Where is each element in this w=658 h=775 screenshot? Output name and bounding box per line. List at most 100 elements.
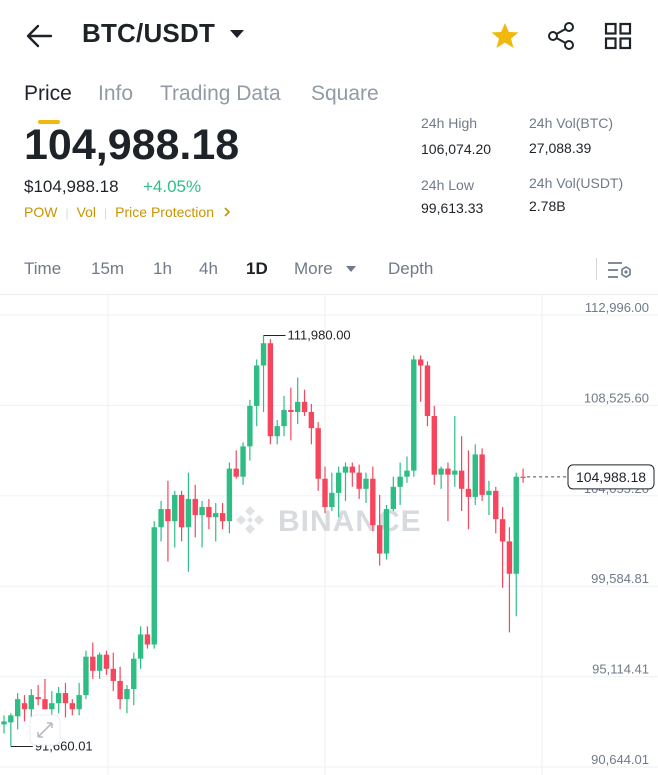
candle-body — [90, 656, 96, 671]
candle — [90, 642, 96, 679]
share-icon[interactable] — [546, 21, 576, 51]
chevron-right-icon[interactable] — [222, 206, 232, 218]
last-price-tag-text: 104,988.18 — [576, 469, 646, 485]
candle-body — [199, 507, 205, 516]
candle — [117, 666, 123, 710]
tab-square[interactable]: Square — [311, 82, 379, 105]
pair-title[interactable]: BTC/USDT — [82, 18, 216, 48]
candle — [465, 450, 472, 530]
interval-15m[interactable]: 15m — [91, 259, 125, 278]
candle — [356, 464, 362, 499]
candle — [493, 486, 499, 534]
tag-row: POW | Vol | Price Protection — [24, 204, 232, 220]
candle — [513, 472, 519, 617]
vol-btc-value: 27,088.39 — [529, 140, 592, 156]
candle-body — [493, 490, 499, 520]
candle — [199, 500, 205, 548]
back-arrow-icon[interactable] — [24, 22, 54, 50]
candle — [445, 462, 451, 522]
interval-more[interactable]: More — [294, 259, 333, 278]
stats-clip: 24h High 24h Vol(BTC) — [421, 113, 658, 121]
candle — [151, 521, 157, 649]
candle — [14, 693, 21, 730]
candle — [281, 395, 287, 437]
candle — [42, 678, 48, 710]
stats-clip-2: 24h High 24h Vol(BTC) — [421, 121, 658, 133]
tag-pow[interactable]: POW — [24, 204, 58, 220]
candle-body — [315, 428, 321, 479]
tab-trading-data[interactable]: Trading Data — [160, 82, 281, 105]
candle-body — [158, 509, 164, 528]
candle — [131, 652, 137, 706]
interval-1d[interactable]: 1D — [246, 259, 268, 278]
tag-price-protection[interactable]: Price Protection — [115, 204, 214, 220]
candle — [8, 713, 14, 747]
candle — [144, 626, 151, 649]
candle — [96, 652, 103, 679]
star-icon[interactable] — [490, 22, 520, 50]
interval-depth[interactable]: Depth — [388, 259, 434, 278]
candle — [254, 359, 260, 427]
candle-body — [329, 492, 335, 508]
vol-btc-label: 24h Vol(BTC) — [529, 121, 614, 131]
candle-body — [486, 490, 492, 495]
expand-icon[interactable] — [29, 714, 61, 746]
candle-body — [472, 454, 478, 497]
candle — [335, 466, 342, 518]
candle-body — [438, 468, 444, 475]
candle — [62, 682, 69, 718]
candle-body — [404, 470, 410, 477]
candle-body — [226, 468, 233, 522]
high-label: 24h High — [421, 121, 478, 131]
candle — [233, 450, 239, 479]
interval-1h[interactable]: 1h — [153, 259, 172, 278]
candle-body — [103, 654, 110, 669]
candle-body — [274, 426, 280, 437]
vol-usdt-value: 2.78B — [529, 198, 566, 214]
grid-icon[interactable] — [604, 22, 632, 50]
candle-body — [178, 494, 185, 528]
candle-body — [192, 498, 198, 516]
tab-price[interactable]: Price — [24, 82, 72, 105]
candlestick-chart[interactable]: BINANCE 112,996.00108,525.60104,055.2099… — [0, 295, 658, 775]
candle-body — [288, 409, 294, 412]
candle-body — [308, 411, 315, 429]
candle — [506, 527, 513, 633]
candle-body — [356, 472, 362, 489]
candle — [158, 500, 164, 542]
candle-body — [110, 668, 116, 681]
candle — [110, 652, 116, 692]
candle — [342, 462, 349, 501]
tag-vol[interactable]: Vol — [76, 204, 97, 220]
candle — [499, 507, 506, 588]
y-tick-label: 95,114.41 — [592, 662, 649, 677]
vol-usdt-label: 24h Vol(USDT) — [529, 175, 624, 191]
last-price-tag: 104,988.18 — [567, 464, 655, 490]
candle — [103, 650, 110, 675]
candle-body — [349, 466, 356, 473]
candle-body — [445, 468, 451, 475]
candle-body — [35, 697, 41, 700]
chevron-down-icon[interactable] — [230, 30, 244, 38]
more-caret-icon[interactable] — [346, 266, 356, 272]
candle-body — [452, 470, 458, 475]
candle-body — [83, 656, 89, 696]
interval-time[interactable]: Time — [24, 259, 62, 278]
candle — [55, 687, 62, 714]
candle — [417, 355, 424, 402]
candle-body — [342, 466, 349, 473]
candle-body — [151, 527, 157, 645]
candle — [349, 462, 356, 487]
candle — [452, 416, 458, 487]
tab-info[interactable]: Info — [98, 82, 134, 105]
candle-body — [137, 634, 144, 659]
candle — [137, 626, 144, 669]
interval-4h[interactable]: 4h — [199, 259, 218, 278]
candle — [247, 399, 253, 461]
max-price-label: 111,980.00 — [288, 328, 351, 343]
candle — [411, 355, 417, 477]
last-price: 104,988.18 — [24, 121, 240, 169]
candle-body — [322, 478, 328, 508]
candle-body — [281, 409, 287, 427]
chart-settings-icon[interactable] — [607, 259, 633, 286]
